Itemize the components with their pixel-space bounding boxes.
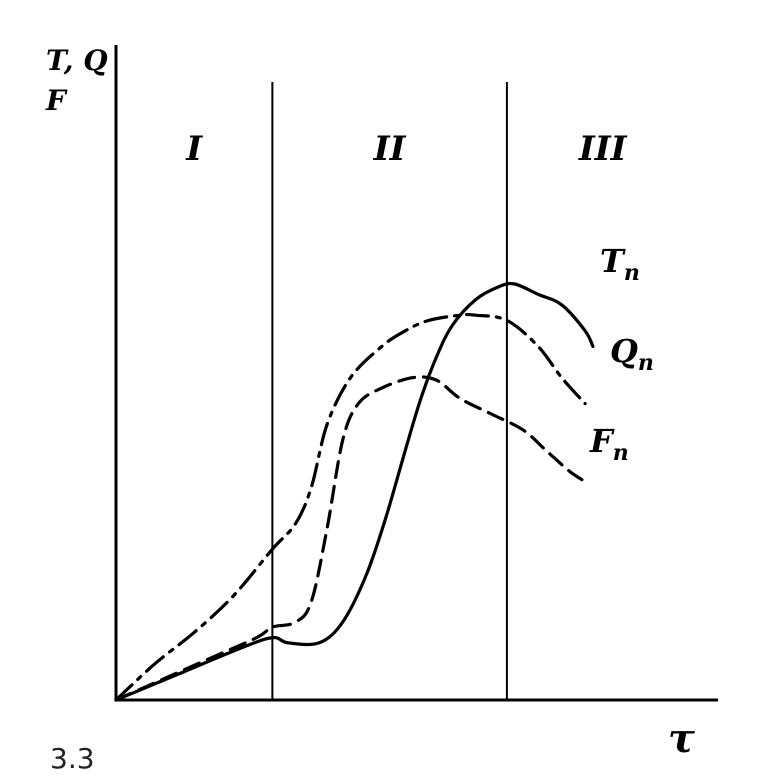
series-label-q-: Qп bbox=[610, 332, 654, 376]
series-label-f-: Fп bbox=[589, 422, 629, 466]
region-label-3: III bbox=[578, 129, 628, 169]
axes bbox=[114, 45, 718, 702]
series-line-q- bbox=[114, 312, 587, 702]
series-lines bbox=[114, 281, 595, 702]
y-axis-label-line2: F bbox=[45, 84, 68, 117]
figure-label: 3.3 bbox=[50, 742, 95, 775]
y-axis-label-line1: T, Q bbox=[46, 44, 108, 77]
region-label-1: I bbox=[185, 129, 203, 169]
series-line-f- bbox=[114, 375, 587, 702]
series-label-t-: Tп bbox=[600, 242, 640, 286]
series-labels: Tп Qп Fп bbox=[589, 242, 654, 466]
region-boundaries bbox=[271, 82, 508, 700]
region-labels: I II III bbox=[185, 129, 627, 169]
region-label-2: II bbox=[373, 129, 407, 169]
x-axis-label: τ bbox=[668, 715, 695, 762]
series-line-t- bbox=[114, 281, 595, 702]
